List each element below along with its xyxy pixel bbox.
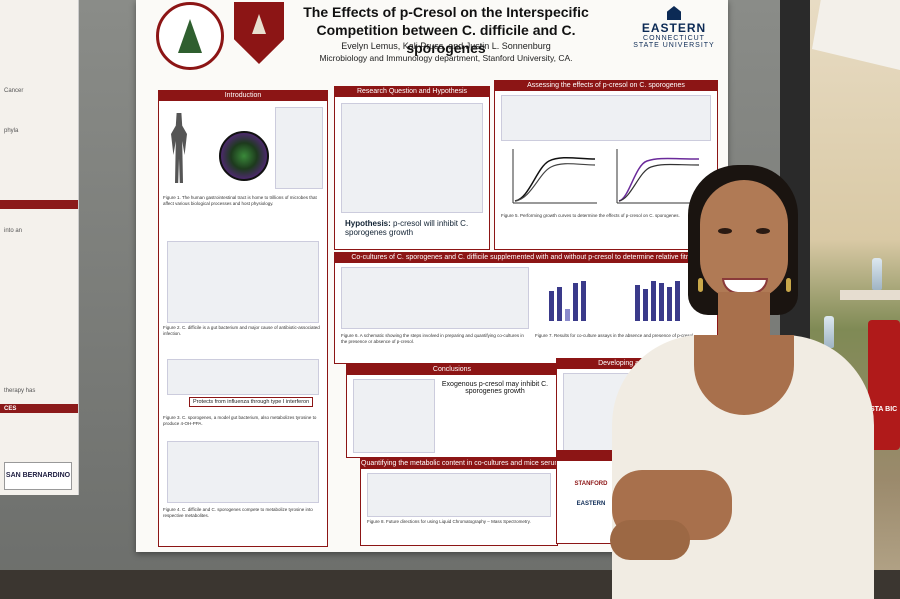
poster-title: The Effects of p-Cresol on the Interspec… bbox=[303, 4, 589, 56]
figure-caption: Figure 3. C. sporogenes, a model gut bac… bbox=[163, 415, 317, 426]
eastern-ack-logo: EASTERN bbox=[576, 501, 606, 507]
conclusions-panel: Conclusions Exogenous p-cresol may inhib… bbox=[346, 364, 558, 458]
side-poster-text: Cancer bbox=[4, 88, 24, 94]
coculture-bar-chart bbox=[549, 275, 586, 321]
hypothesis-text: p-cresol will inhibit C. sporogenes grow… bbox=[345, 219, 469, 237]
protocol-diagram bbox=[501, 95, 711, 141]
conclusion-diagram bbox=[353, 379, 435, 453]
stanford-seal-logo bbox=[156, 2, 224, 70]
introduction-panel: Introduction Figure 1. The human gastroi… bbox=[158, 90, 328, 547]
tyrosine-pathway-diagram bbox=[167, 359, 319, 395]
cocultures-panel: Co-cultures of C. sporogenes and C. diff… bbox=[334, 252, 718, 364]
ecsu-logo-line2: CONNECTICUT bbox=[643, 35, 705, 42]
side-poster-band bbox=[0, 404, 78, 413]
earring bbox=[698, 278, 703, 292]
earring bbox=[786, 278, 791, 292]
tower-icon bbox=[667, 6, 681, 20]
side-poster-text: CES bbox=[4, 406, 17, 412]
coculture-protocol-diagram bbox=[341, 267, 529, 329]
gut-microbiome-figure bbox=[219, 131, 269, 181]
side-poster: Cancer phyla into an therapy has CES SAN… bbox=[0, 0, 79, 495]
figure-caption: Figure 5. Performing growth curves to de… bbox=[501, 213, 680, 218]
csusb-logo: SAN BERNARDINO bbox=[4, 462, 72, 490]
poster-authors: Evelyn Lemus, Kali Pruss, and Justin L. … bbox=[341, 41, 551, 51]
ecsu-logo-line1: EASTERN bbox=[641, 21, 707, 35]
c-difficile-diagram bbox=[167, 241, 319, 323]
quantifying-panel: Quantifying the metabolic content in co-… bbox=[360, 458, 558, 546]
competition-diagram bbox=[167, 441, 319, 503]
figure-caption: Figure 6. A schematic showing the steps … bbox=[341, 333, 524, 344]
figure-caption: Figure 7. Results for co-culture assays … bbox=[535, 333, 695, 338]
eye bbox=[718, 228, 732, 234]
panel-header: Conclusions bbox=[347, 365, 557, 375]
side-poster-text: phyla bbox=[4, 128, 19, 134]
panel-header: Assessing the effects of p-cresol on C. … bbox=[495, 81, 717, 91]
protects-label: Protects from influenza through type I i… bbox=[189, 397, 314, 407]
ecsu-logo: EASTERN CONNECTICUT STATE UNIVERSITY bbox=[626, 6, 722, 49]
research-question-panel: Research Question and Hypothesis Hypothe… bbox=[334, 86, 490, 250]
ecsu-logo-line3: STATE UNIVERSITY bbox=[633, 42, 715, 49]
assessing-panel: Assessing the effects of p-cresol on C. … bbox=[494, 80, 718, 250]
panel-header: Introduction bbox=[159, 91, 327, 101]
eye bbox=[756, 228, 770, 234]
side-poster-band bbox=[0, 200, 78, 209]
research-diagram bbox=[341, 103, 483, 213]
growth-curve-chart bbox=[512, 149, 597, 204]
figure-caption: Figure 4. C. difficile and C. sporogenes… bbox=[163, 507, 313, 518]
clasped-hands bbox=[610, 520, 690, 560]
conclusion-text: Exogenous p-cresol may inhibit C. sporog… bbox=[441, 381, 549, 395]
hypothesis-label: Hypothesis: bbox=[345, 219, 391, 228]
stanford-ack-logo: STANFORD bbox=[574, 481, 608, 487]
growth-curve-chart bbox=[616, 149, 701, 204]
person-chest bbox=[694, 335, 794, 415]
coculture-bar-chart bbox=[635, 275, 680, 321]
human-body-figure bbox=[171, 113, 187, 183]
cup-label: STA BIC bbox=[870, 406, 898, 413]
side-poster-text: into an bbox=[4, 228, 23, 234]
table bbox=[840, 290, 900, 300]
figure-caption: Figure 1. The human gastrointestinal tra… bbox=[163, 195, 317, 206]
water-bottle bbox=[824, 316, 834, 348]
lcms-diagram bbox=[367, 473, 551, 517]
figure-caption: Figure 8. Future directions for using Li… bbox=[367, 519, 531, 524]
poster-affiliation: Microbiology and Immunology department, … bbox=[319, 53, 573, 63]
panel-header: Quantifying the metabolic content in co-… bbox=[361, 459, 557, 469]
panel-header: Research Question and Hypothesis bbox=[335, 87, 489, 97]
intro-diagram bbox=[275, 107, 323, 189]
hypothesis: Hypothesis: p-cresol will inhibit C. spo… bbox=[345, 219, 485, 237]
person-neck bbox=[718, 292, 770, 342]
side-poster-text: therapy has bbox=[4, 388, 36, 394]
figure-caption: Figure 2. C. difficile is a gut bacteriu… bbox=[163, 325, 320, 336]
stanford-medicine-shield-logo bbox=[234, 2, 284, 64]
panel-header: Co-cultures of C. sporogenes and C. diff… bbox=[335, 253, 717, 263]
water-bottle bbox=[872, 258, 882, 290]
